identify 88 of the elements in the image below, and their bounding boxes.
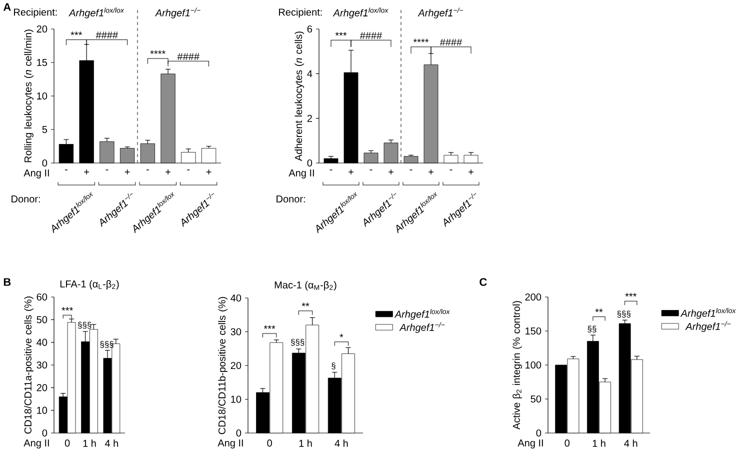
text: Arhgef1$^{−/−}$ (418, 8, 464, 18)
x-tick-label: + (206, 170, 212, 174)
chart-title: Mac-1 (α$_{M}$-β$_{2}$) (274, 281, 336, 290)
annotation: #### (440, 38, 462, 46)
y-axis-title: Active β$_{2}$ integrin (% control) (512, 301, 522, 430)
y-axis-title: Rolling leukocytes (n cell/min) (24, 30, 34, 162)
text: Donor: (276, 196, 305, 202)
y-tick-label: 30 (230, 328, 242, 336)
x-tick-label: + (166, 170, 170, 174)
y-tick-label: 150 (526, 327, 542, 335)
text: Ang II (218, 440, 243, 448)
text: Arhgef1$^{−/−}$ (154, 8, 200, 18)
text: Arhgef1$^{lox/lox}$ (68, 8, 124, 18)
x-tick-label: 1 h (83, 440, 96, 447)
text: A (3, 3, 11, 11)
x-tick-label: + (84, 170, 90, 174)
x-tick-label: + (388, 170, 394, 174)
y-tick-label: 10 (37, 92, 48, 100)
annotation: §§§ (78, 322, 92, 329)
legend-label: Arhgef1$^{lox/lox}$ (394, 308, 450, 320)
annotation: **** (413, 38, 429, 42)
annotation: *** (264, 325, 276, 329)
annotation: §§§ (290, 338, 304, 346)
y-axis-title: Adherent leukocytes (n cells) (294, 32, 304, 162)
annotation: #### (360, 32, 382, 39)
y-tick-label: 20 (230, 362, 242, 370)
chart-title: LFA-1 (α$_{L}$-β$_{2}$) (60, 280, 119, 290)
x-tick-label: + (468, 170, 474, 174)
x-tick-label: + (348, 170, 354, 174)
text: Recipient: (14, 8, 57, 18)
x-tick-label: 0 (564, 440, 570, 447)
annotation: ** (595, 308, 603, 312)
annotation: *** (62, 307, 73, 311)
y-tick-label: 0 (236, 429, 242, 437)
y-tick-label: 100 (526, 361, 542, 369)
y-tick-label: 10 (37, 406, 48, 414)
legend-label: Arhgef1$^{−/−}$ (399, 322, 445, 333)
y-tick-label: 20 (36, 25, 48, 33)
y-tick-label: 6 (307, 25, 312, 33)
text: *** (625, 292, 637, 297)
annotation: #### (177, 53, 200, 60)
annotation: *** (70, 32, 82, 36)
x-tick-label: 0 (64, 440, 70, 447)
y-tick-label: 2 (307, 114, 312, 122)
x-tick-label: 4 h (334, 440, 348, 447)
y-axis-title: CD18/CD11a-positive cells (%) (24, 296, 34, 434)
text: Ang II (288, 170, 314, 178)
annotation: §§§ (100, 341, 114, 348)
text: Donor: (12, 196, 40, 202)
annotation: *** (335, 32, 347, 36)
text: Ang II (518, 440, 543, 448)
legend-label: Arhgef1$^{lox/lox}$ (680, 308, 736, 319)
y-tick-label: 60 (36, 293, 48, 301)
annotation: § (332, 362, 336, 370)
x-tick-label: + (428, 170, 434, 174)
y-tick-label: 40 (230, 294, 242, 302)
x-tick-label: + (124, 170, 130, 174)
y-tick-label: 4 (307, 70, 312, 78)
annotation: * (340, 334, 344, 338)
y-tick-label: 40 (36, 338, 48, 346)
annotation: §§§ (617, 310, 630, 318)
text: C (480, 278, 487, 286)
text: Ang II (24, 440, 49, 448)
y-tick-label: 5 (42, 126, 48, 133)
legend-label: Arhgef1$^{−/−}$ (685, 321, 731, 332)
y-axis-title: CD18/CD11b-positive cells (%) (218, 297, 228, 434)
y-tick-label: 30 (36, 361, 48, 369)
y-tick-label: 0 (536, 429, 542, 437)
text: Arhgef1$^{lox/lox}$ (332, 8, 388, 18)
x-tick-label: 1 h (299, 440, 312, 447)
y-tick-label: 0 (42, 429, 48, 437)
y-tick-label: 10 (231, 396, 242, 403)
text: Recipient: (279, 8, 322, 18)
x-tick-label: 4 h (624, 440, 638, 447)
y-tick-label: 200 (525, 293, 542, 301)
annotation: ** (302, 302, 310, 306)
x-tick-label: 0 (267, 440, 272, 447)
text: B (4, 278, 11, 286)
y-tick-label: 15 (37, 59, 48, 66)
y-tick-label: 50 (36, 316, 48, 324)
x-tick-label: 4 h (104, 440, 118, 447)
y-tick-label: 20 (36, 384, 48, 392)
y-tick-label: 50 (530, 395, 542, 403)
annotation: #### (96, 32, 118, 39)
annotation: §§ (588, 326, 596, 333)
annotation: **** (150, 50, 166, 54)
x-tick-label: 1 h (592, 440, 606, 447)
text: Ang II (24, 170, 49, 178)
